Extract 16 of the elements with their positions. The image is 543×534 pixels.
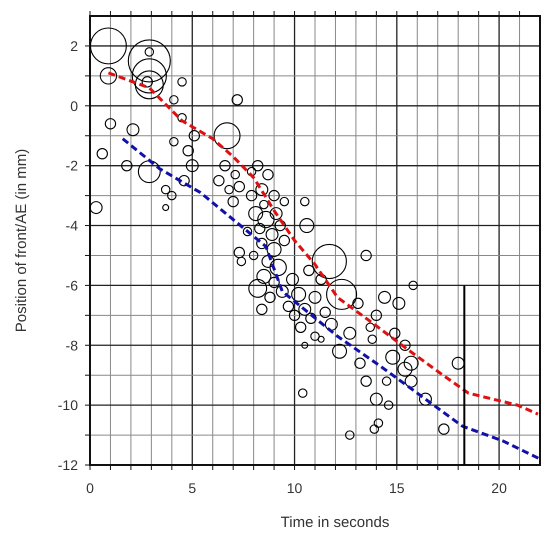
y-tick-label: -2	[66, 158, 78, 174]
line-series	[121, 137, 542, 461]
y-axis-title: Position of front/AE (in mm)	[13, 148, 30, 332]
y-tick-label: -12	[58, 457, 78, 473]
x-tick-label: 15	[389, 480, 405, 496]
y-tick-label: 0	[70, 98, 78, 114]
x-tick-label: 20	[491, 480, 508, 496]
y-tick-label: 2	[70, 38, 78, 54]
y-tick-label: -6	[66, 277, 78, 294]
x-tick-label: 10	[286, 480, 303, 496]
y-tick-label: -4	[66, 218, 78, 234]
y-tick-label: -10	[58, 397, 78, 414]
x-axis-title: Time in seconds	[280, 514, 390, 531]
x-tick-label: 0	[86, 480, 94, 496]
y-tick-label: -8	[66, 337, 78, 354]
x-tick-label: 5	[188, 480, 196, 496]
